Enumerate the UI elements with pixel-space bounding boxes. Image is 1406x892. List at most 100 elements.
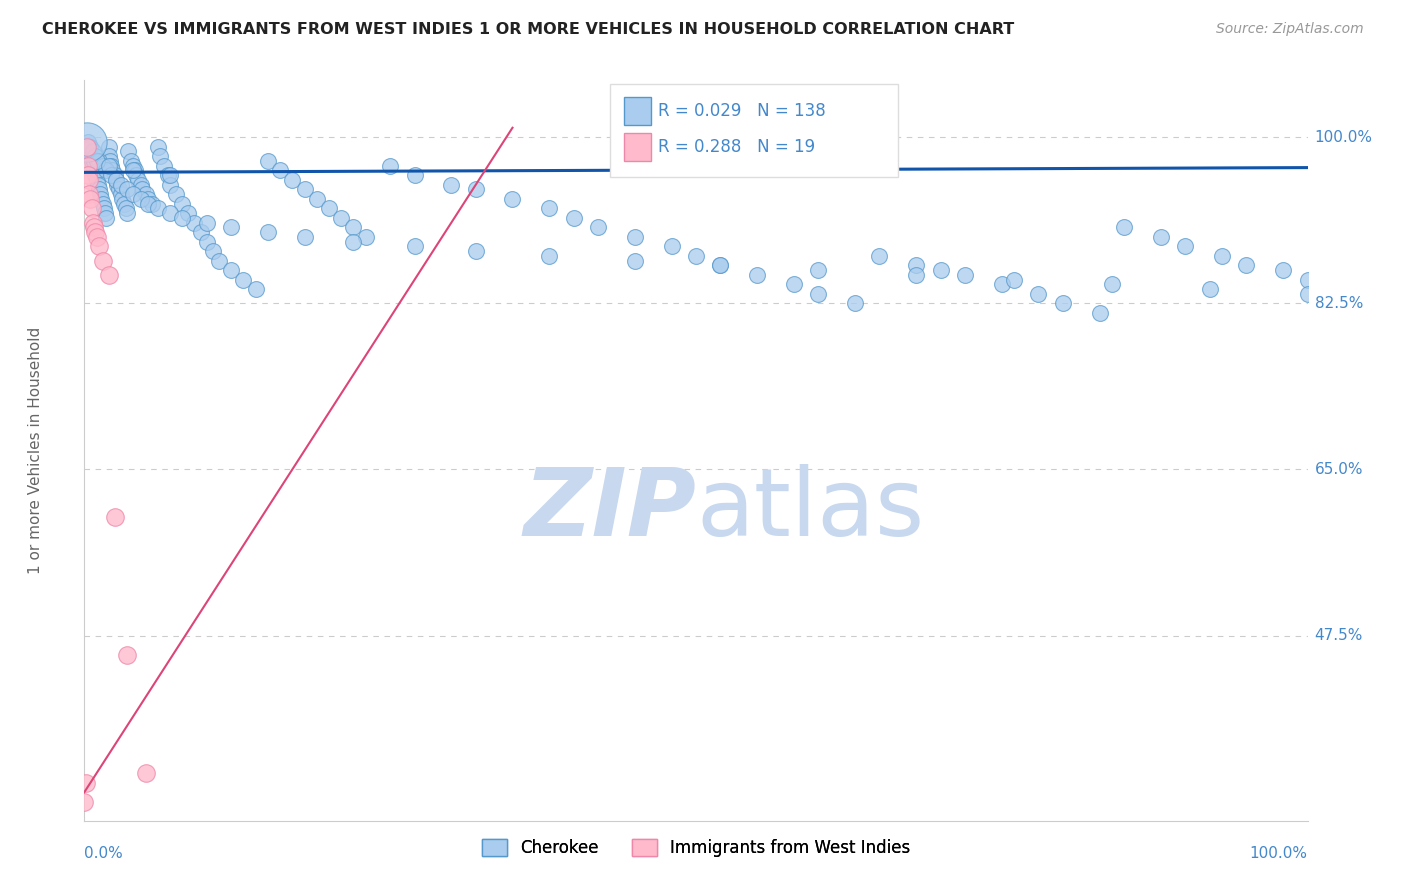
Point	[107, 182, 129, 196]
Point	[807, 263, 830, 277]
Point	[783, 277, 806, 292]
Point	[136, 196, 159, 211]
Point	[709, 259, 731, 273]
Point	[120, 153, 142, 168]
Text: 65.0%: 65.0%	[1315, 462, 1362, 477]
Point	[104, 168, 127, 182]
Text: 100.0%: 100.0%	[1250, 846, 1308, 861]
Point	[586, 220, 609, 235]
Point	[1296, 286, 1319, 301]
Point	[269, 163, 291, 178]
Point	[747, 268, 769, 282]
Point	[131, 182, 153, 196]
Point	[953, 268, 976, 282]
Point	[354, 230, 377, 244]
Point	[177, 206, 200, 220]
Point	[1198, 282, 1220, 296]
Point	[538, 202, 561, 216]
Point	[159, 178, 181, 192]
Point	[1236, 259, 1258, 273]
Point	[257, 153, 280, 168]
Point	[159, 168, 181, 182]
Point	[125, 168, 148, 182]
Point	[100, 159, 122, 173]
Point	[75, 775, 97, 789]
Point	[89, 187, 111, 202]
Point	[77, 135, 100, 149]
Point	[79, 139, 101, 153]
Point	[86, 230, 108, 244]
Point	[330, 211, 353, 225]
Point	[93, 202, 115, 216]
Point	[97, 139, 120, 153]
Point	[624, 230, 647, 244]
Point	[1028, 286, 1050, 301]
Point	[135, 766, 157, 780]
Point	[141, 196, 163, 211]
Point	[84, 168, 107, 182]
Text: 100.0%: 100.0%	[1315, 129, 1372, 145]
Point	[86, 163, 108, 178]
Point	[844, 296, 866, 310]
Point	[117, 145, 139, 159]
Point	[97, 149, 120, 163]
Point	[111, 192, 134, 206]
Point	[562, 211, 585, 225]
Point	[172, 196, 194, 211]
Point	[183, 216, 205, 230]
Point	[110, 178, 132, 192]
Point	[869, 249, 891, 263]
Point	[98, 153, 121, 168]
Point	[129, 178, 152, 192]
Point	[305, 192, 328, 206]
Legend: Cherokee, Immigrants from West Indies: Cherokee, Immigrants from West Indies	[475, 832, 917, 864]
Point	[165, 187, 187, 202]
Point	[146, 139, 169, 153]
Point	[122, 163, 145, 178]
Point	[80, 153, 103, 168]
Point	[190, 225, 212, 239]
Point	[201, 244, 224, 259]
Point	[1296, 272, 1319, 286]
Point	[464, 182, 486, 196]
Point	[342, 235, 364, 249]
Point	[807, 286, 830, 301]
Point	[90, 192, 112, 206]
Point	[146, 202, 169, 216]
Point	[122, 159, 145, 173]
Point	[91, 159, 114, 173]
Point	[135, 187, 157, 202]
Point	[404, 168, 426, 182]
Point	[83, 153, 105, 168]
Text: 47.5%: 47.5%	[1315, 628, 1362, 643]
Point	[905, 259, 928, 273]
Point	[105, 173, 128, 187]
Point	[77, 145, 100, 159]
Point	[100, 168, 122, 182]
Point	[624, 253, 647, 268]
Point	[129, 192, 152, 206]
Point	[105, 173, 128, 187]
Point	[122, 187, 145, 202]
Point	[281, 173, 304, 187]
Point	[96, 211, 118, 225]
Point	[294, 182, 316, 196]
Point	[136, 192, 159, 206]
Point	[79, 192, 101, 206]
Point	[685, 249, 707, 263]
Point	[101, 163, 124, 178]
Point	[87, 178, 110, 192]
Point	[1174, 239, 1197, 253]
Point	[1114, 220, 1136, 235]
Text: 0.0%: 0.0%	[84, 846, 124, 861]
Point	[84, 149, 107, 163]
FancyBboxPatch shape	[624, 133, 651, 161]
Point	[1272, 263, 1295, 277]
Point	[80, 202, 103, 216]
Point	[112, 196, 135, 211]
Point	[1211, 249, 1233, 263]
Point	[1002, 272, 1025, 286]
Point	[709, 259, 731, 273]
Point	[83, 163, 105, 178]
Point	[159, 206, 181, 220]
